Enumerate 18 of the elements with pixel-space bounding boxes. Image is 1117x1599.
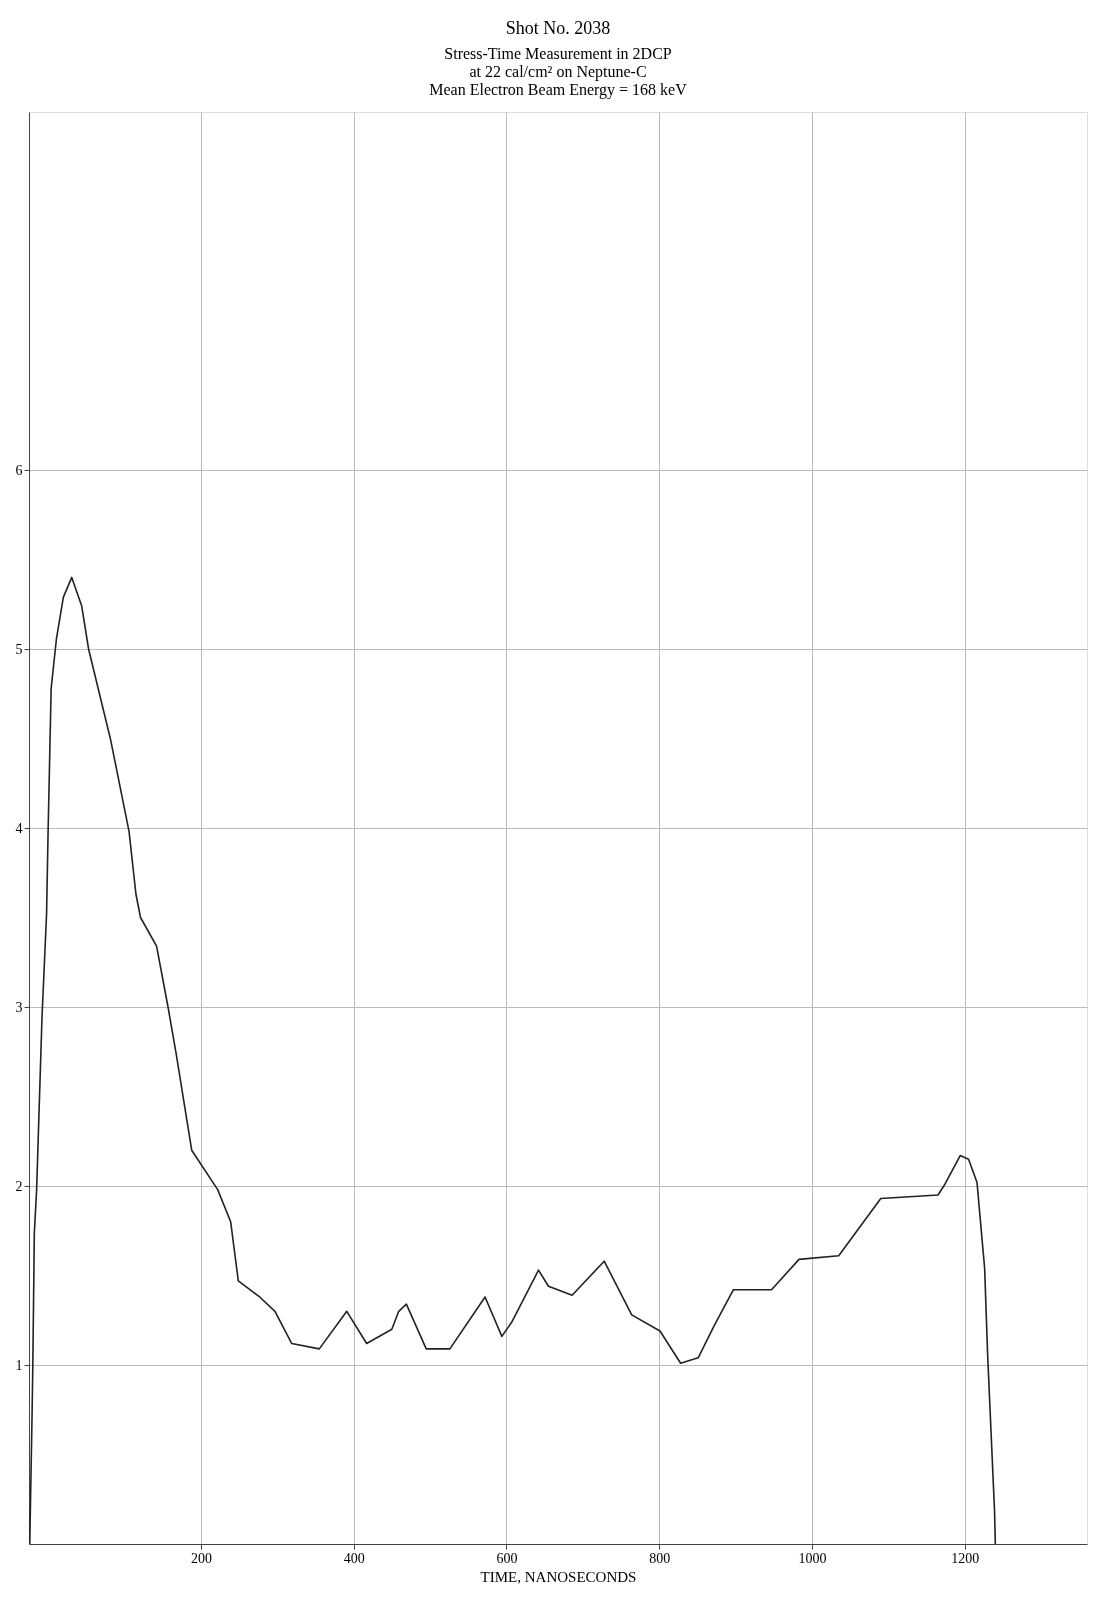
y-tick-label: 5 — [15, 641, 23, 657]
x-tick-label: 400 — [343, 1550, 365, 1566]
text: at 22 cal/cm² on Neptune-C — [469, 63, 647, 80]
y-tick-label: 6 — [15, 462, 23, 478]
text: Mean Electron Beam Energy = 168 keV — [429, 81, 687, 98]
y-tick-label: 4 — [15, 820, 23, 836]
text: Stress-Time Measurement in 2DCP — [444, 45, 672, 62]
y-tick-label: 2 — [15, 1178, 23, 1194]
x-tick-label: 200 — [190, 1550, 212, 1566]
x-tick-label: 1200 — [951, 1550, 980, 1566]
line-series — [28, 576, 997, 1545]
x-axis-title: TIME, NANOSECONDS — [480, 1568, 637, 1585]
x-tick-label: 600 — [496, 1550, 518, 1566]
y-tick-label: 1 — [15, 1357, 23, 1373]
x-tick-label: 800 — [649, 1550, 671, 1566]
x-tick-label: 1000 — [798, 1550, 827, 1566]
chart-title: Shot No. 2038 — [505, 18, 611, 38]
y-tick-label: 3 — [15, 999, 23, 1015]
